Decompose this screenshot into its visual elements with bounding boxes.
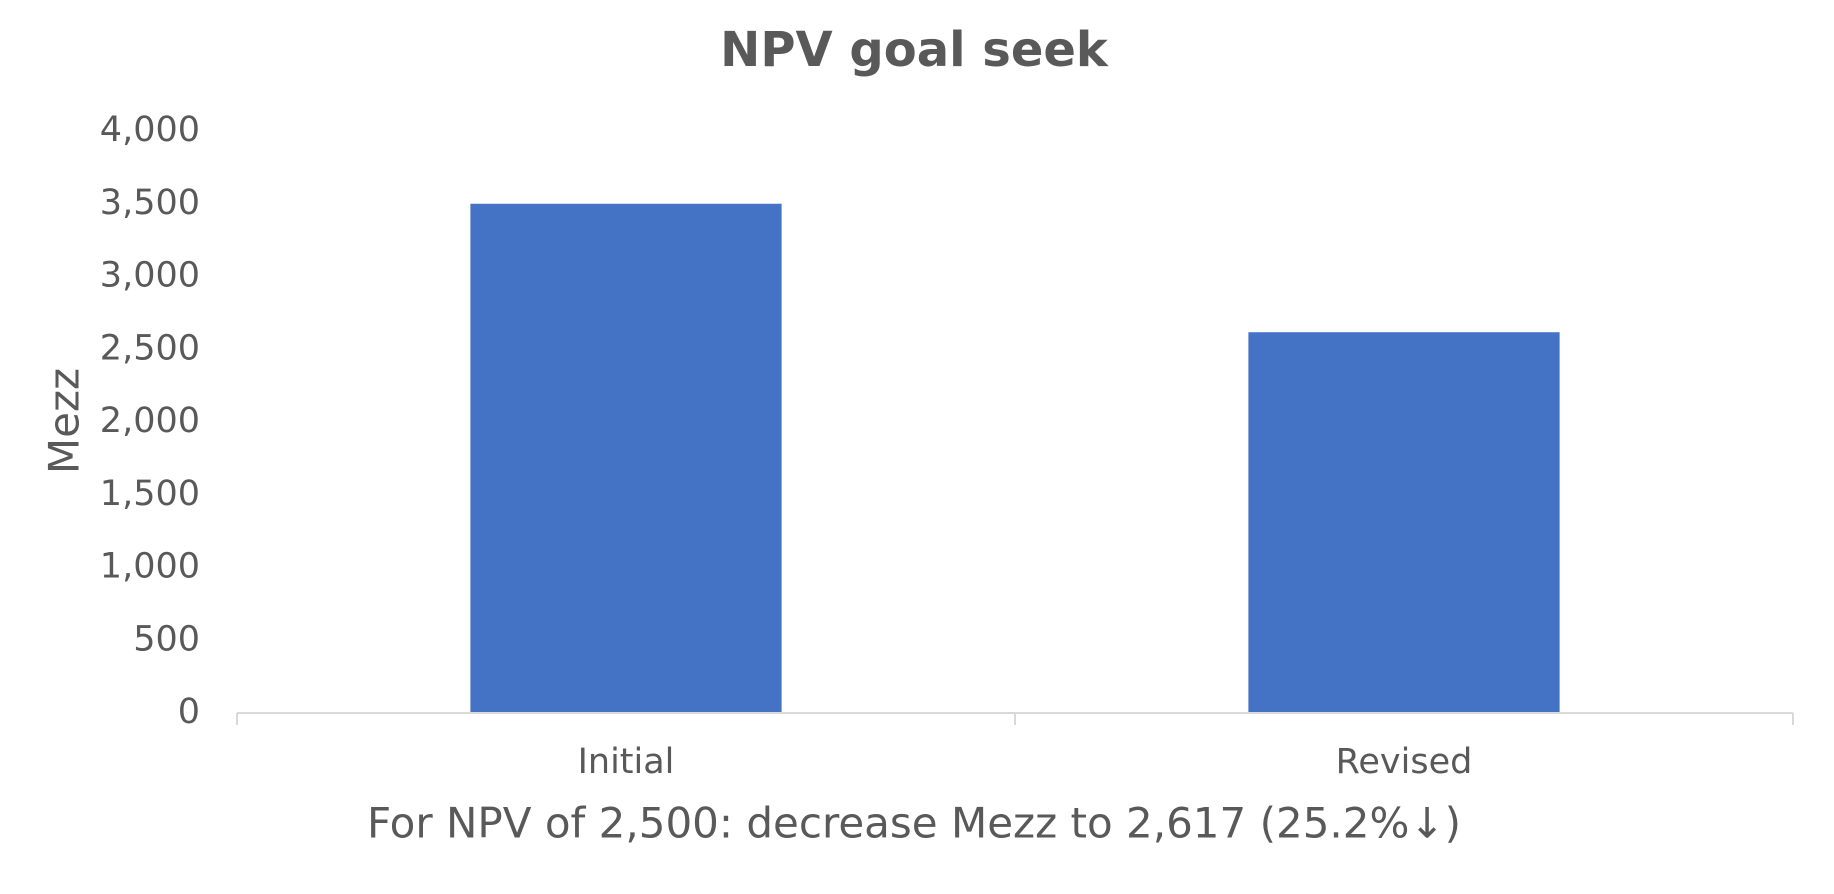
y-tick-label: 0: [178, 692, 200, 732]
y-axis-title: Mezz: [40, 368, 89, 474]
chart-title: NPV goal seek: [720, 22, 1109, 78]
x-tick-label: Revised: [1336, 742, 1473, 782]
x-tick-label: Initial: [578, 742, 675, 782]
x-axis-title: For NPV of 2,500: decrease Mezz to 2,617…: [367, 799, 1461, 848]
y-tick-label: 4,000: [100, 110, 200, 150]
y-tick-label: 2,000: [100, 401, 200, 441]
bar: [1248, 332, 1560, 713]
y-tick-label: 1,000: [100, 547, 200, 587]
y-tick-label: 3,500: [100, 183, 200, 223]
y-tick-label: 3,000: [100, 256, 200, 296]
bar: [470, 203, 782, 713]
y-tick-label: 1,500: [100, 474, 200, 514]
y-tick-label: 2,500: [100, 328, 200, 368]
y-tick-label: 500: [133, 619, 200, 659]
